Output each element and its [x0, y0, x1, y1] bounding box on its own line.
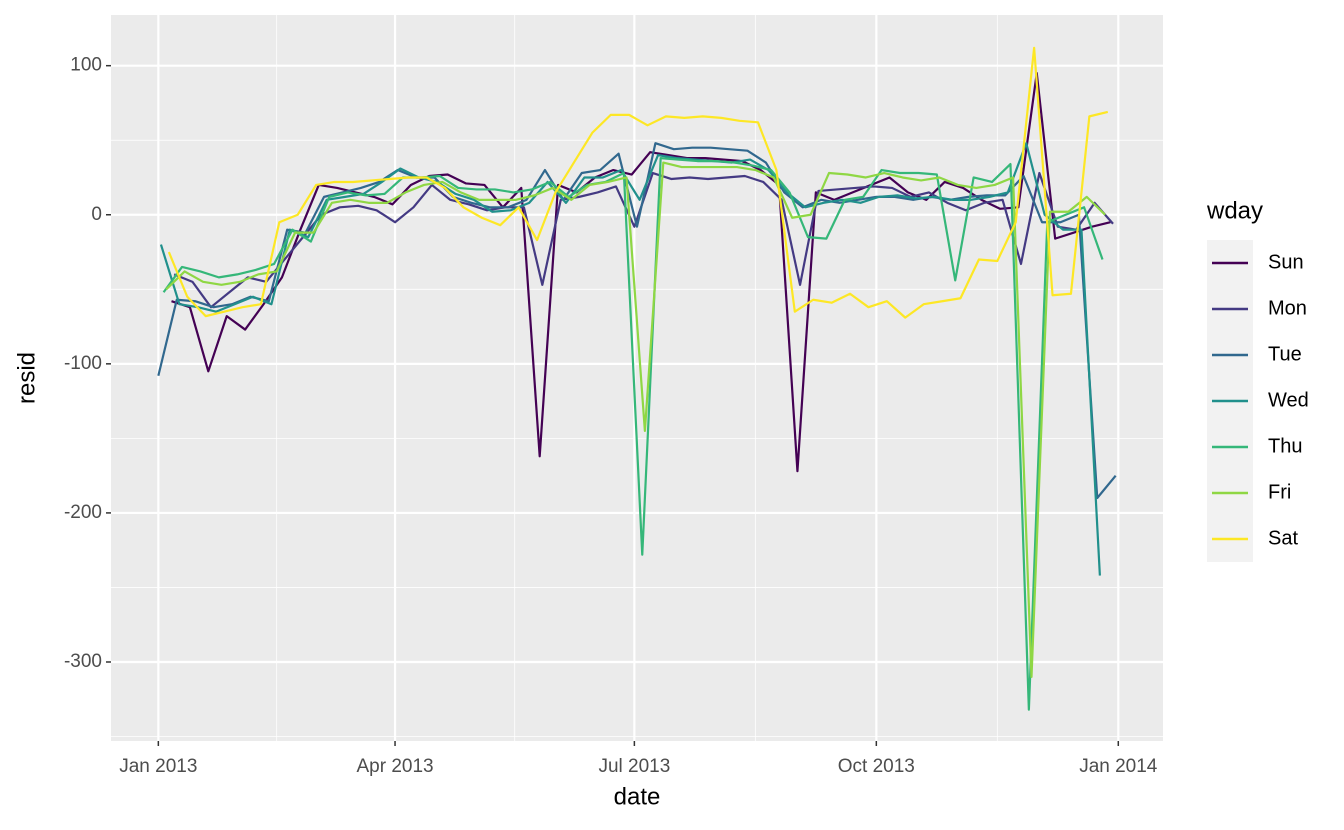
series-line	[159, 142, 1101, 576]
y-tick-label: 0	[91, 204, 102, 225]
x-tick-label: Apr 2013	[356, 756, 433, 777]
legend-label: Tue	[1268, 343, 1302, 365]
x-tick-label: Jan 2013	[119, 756, 197, 777]
y-tick-label: -300	[64, 651, 102, 672]
series-line	[165, 161, 1106, 678]
legend-label: Fri	[1268, 481, 1291, 503]
legend-title: wday	[1206, 197, 1263, 224]
x-tick-label: Jul 2013	[598, 756, 670, 777]
y-tick-label: -100	[64, 353, 102, 374]
legend-label: Thu	[1268, 435, 1302, 457]
y-tick-label: -200	[64, 502, 102, 523]
x-axis-title: date	[614, 783, 661, 810]
legend-label: Mon	[1268, 297, 1307, 319]
legend: Sun Mon Tue Wed Thu Fri Sat	[1207, 240, 1309, 562]
y-tick-label: 100	[70, 55, 102, 76]
panel	[111, 15, 1163, 741]
legend-label: Wed	[1268, 389, 1309, 411]
y-axis-title: resid	[13, 352, 40, 404]
x-tick-label: Jan 2014	[1079, 756, 1158, 777]
legend-label: Sat	[1268, 527, 1298, 549]
x-tick-label: Oct 2013	[838, 756, 915, 777]
series-line	[171, 72, 1111, 473]
series-line	[167, 46, 1109, 319]
series-line	[162, 157, 1104, 711]
legend-label: Sun	[1268, 251, 1304, 273]
axes: 100 0 -100 -200 -300 Jan 2013 Apr 2013 Jul 2013…	[64, 55, 1158, 777]
lines	[157, 46, 1117, 711]
